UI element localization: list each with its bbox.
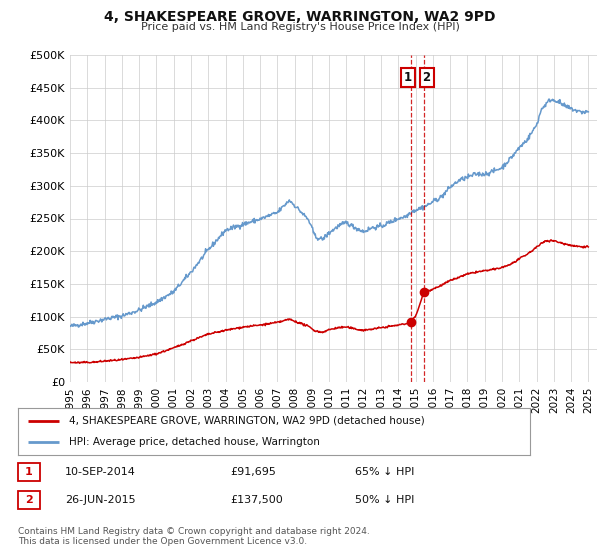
Text: HPI: Average price, detached house, Warrington: HPI: Average price, detached house, Warr… (69, 437, 320, 447)
Text: 10-SEP-2014: 10-SEP-2014 (65, 467, 136, 477)
Text: 4, SHAKESPEARE GROVE, WARRINGTON, WA2 9PD (detached house): 4, SHAKESPEARE GROVE, WARRINGTON, WA2 9P… (69, 416, 425, 426)
Text: 1: 1 (404, 71, 412, 85)
Text: 4, SHAKESPEARE GROVE, WARRINGTON, WA2 9PD: 4, SHAKESPEARE GROVE, WARRINGTON, WA2 9P… (104, 10, 496, 24)
Text: 2: 2 (422, 71, 431, 85)
Text: 65% ↓ HPI: 65% ↓ HPI (355, 467, 415, 477)
Text: 2: 2 (25, 495, 33, 505)
Text: Price paid vs. HM Land Registry's House Price Index (HPI): Price paid vs. HM Land Registry's House … (140, 22, 460, 32)
Text: £91,695: £91,695 (230, 467, 276, 477)
Text: £137,500: £137,500 (230, 495, 283, 505)
Text: 1: 1 (25, 467, 33, 477)
Text: 26-JUN-2015: 26-JUN-2015 (65, 495, 136, 505)
Text: Contains HM Land Registry data © Crown copyright and database right 2024.
This d: Contains HM Land Registry data © Crown c… (18, 526, 370, 546)
Text: 50% ↓ HPI: 50% ↓ HPI (355, 495, 415, 505)
